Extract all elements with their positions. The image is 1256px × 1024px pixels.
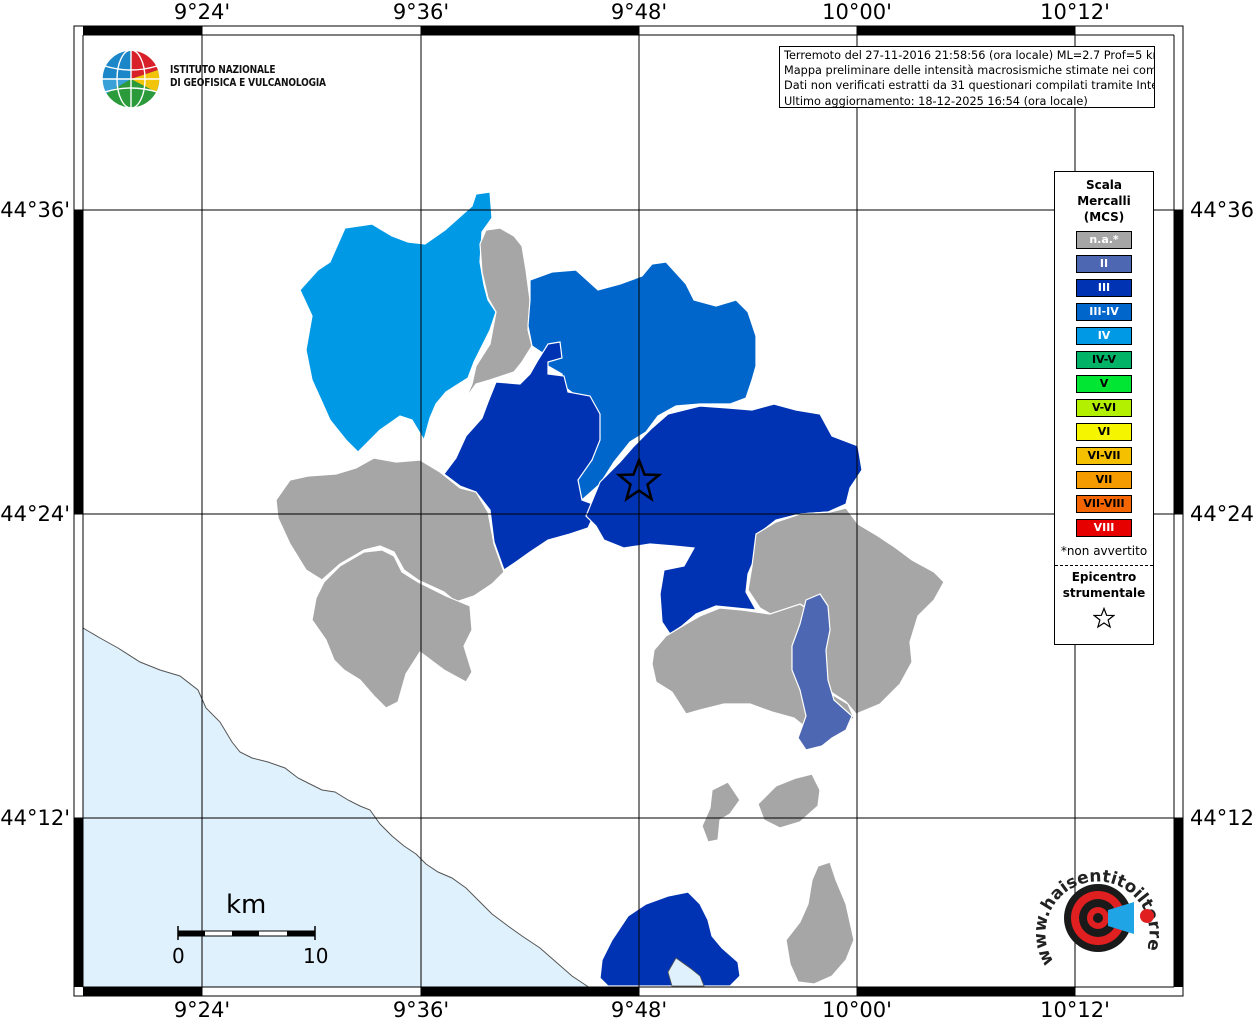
ingv-line1: ISTITUTO NAZIONALE bbox=[170, 64, 276, 76]
ingv-line2: DI GEOFISICA E VULCANOLOGIA bbox=[170, 77, 326, 89]
legend-swatch: V bbox=[1076, 375, 1132, 393]
legend-swatch: VI bbox=[1076, 423, 1132, 441]
municipality-na bbox=[465, 227, 533, 399]
lon-label-top: 9°48' bbox=[610, 0, 668, 24]
scale-bar bbox=[177, 926, 316, 940]
legend-note: *non avvertito bbox=[1060, 544, 1148, 558]
legend-title: Scala Mercalli (MCS) bbox=[1055, 177, 1153, 225]
star-icon bbox=[1055, 606, 1153, 635]
lat-label-left: 44°12' bbox=[0, 806, 70, 830]
legend-epicenter-line: Epicentro bbox=[1071, 570, 1137, 584]
lat-label-right: 44°24' bbox=[1190, 502, 1256, 526]
legend-swatch: VII bbox=[1076, 471, 1132, 489]
bay-area bbox=[667, 957, 705, 987]
lon-label-top: 9°36' bbox=[392, 0, 450, 24]
municipality-iii bbox=[599, 891, 741, 987]
legend-swatch: IV-V bbox=[1076, 351, 1132, 369]
legend-epicenter-label: Epicentro strumentale bbox=[1055, 569, 1153, 601]
municipality-na bbox=[757, 773, 821, 829]
legend-swatch: II bbox=[1076, 255, 1132, 273]
legend-swatch: VIII bbox=[1076, 519, 1132, 537]
ingv-logo: ISTITUTO NAZIONALE DI GEOFISICA E VULCAN… bbox=[100, 48, 340, 110]
municipality-ii bbox=[791, 593, 853, 751]
lon-label-bottom: 9°36' bbox=[392, 998, 450, 1022]
scale-unit: km bbox=[226, 890, 267, 920]
scale-end: 10 bbox=[303, 944, 329, 968]
legend-title-line: Scala bbox=[1085, 178, 1123, 192]
legend-swatch: VI-VII bbox=[1076, 447, 1132, 465]
lat-label-right: 44°36' bbox=[1190, 198, 1256, 222]
municipality-na bbox=[311, 549, 473, 709]
legend-swatch: n.a.* bbox=[1076, 231, 1132, 249]
legend-swatch: V-VI bbox=[1076, 399, 1132, 417]
globe-logo-icon bbox=[101, 49, 161, 109]
scale-start: 0 bbox=[172, 944, 185, 968]
ingv-name: ISTITUTO NAZIONALE DI GEOFISICA E VULCAN… bbox=[170, 64, 326, 90]
event-info-box: Terremoto del 27-11-2016 21:58:56 (ora l… bbox=[779, 46, 1155, 108]
municipality-iii bbox=[443, 341, 601, 571]
lon-label-top: 10°00' bbox=[822, 0, 892, 24]
lon-label-bottom: 10°12' bbox=[1040, 998, 1110, 1022]
lon-label-top: 9°24' bbox=[173, 0, 231, 24]
lon-label-bottom: 9°24' bbox=[173, 998, 231, 1022]
lat-label-left: 44°24' bbox=[0, 502, 70, 526]
municipality-na bbox=[785, 861, 855, 985]
event-info-line: Terremoto del 27-11-2016 21:58:56 (ora l… bbox=[784, 49, 1155, 62]
event-info-line: Ultimo aggiornamento: 18-12-2025 16:54 (… bbox=[784, 94, 1088, 108]
lat-label-left: 44°36' bbox=[0, 198, 70, 222]
legend-epicenter-line: strumentale bbox=[1062, 586, 1146, 600]
hsit-logo-icon: www.haisentitoilterremoto.it bbox=[1027, 835, 1164, 969]
lon-label-bottom: 10°00' bbox=[822, 998, 892, 1022]
hsit-logo: www.haisentitoilterremoto.it bbox=[1027, 835, 1166, 980]
legend-swatch: III-IV bbox=[1076, 303, 1132, 321]
map-frame bbox=[73, 25, 1184, 997]
municipality-na bbox=[275, 457, 505, 603]
event-info-line: Mappa preliminare delle intensità macros… bbox=[784, 64, 1155, 78]
legend-swatch: VII-VIII bbox=[1076, 495, 1132, 513]
legend-items: n.a.* II III III-IV IV IV-V V V-VI VI VI-VII VII VI… bbox=[1055, 231, 1153, 537]
legend-divider bbox=[1055, 565, 1153, 566]
legend-title-line: (MCS) bbox=[1083, 210, 1125, 224]
legend-swatch: IV bbox=[1076, 327, 1132, 345]
municipality-iv bbox=[299, 191, 497, 453]
municipality-na bbox=[701, 781, 741, 843]
intensity-legend: Scala Mercalli (MCS) n.a.* II III III-IV IV I… bbox=[1054, 171, 1154, 645]
lat-label-right: 44°12' bbox=[1190, 806, 1256, 830]
event-info-line: Dati non verificati estratti da 31 quest… bbox=[784, 79, 1155, 93]
legend-swatch: III bbox=[1076, 279, 1132, 297]
lon-label-bottom: 9°48' bbox=[610, 998, 668, 1022]
lon-label-top: 10°12' bbox=[1040, 0, 1110, 24]
epicenter-star-icon bbox=[615, 456, 663, 502]
municipalities bbox=[275, 191, 945, 987]
legend-title-line: Mercalli bbox=[1077, 194, 1131, 208]
